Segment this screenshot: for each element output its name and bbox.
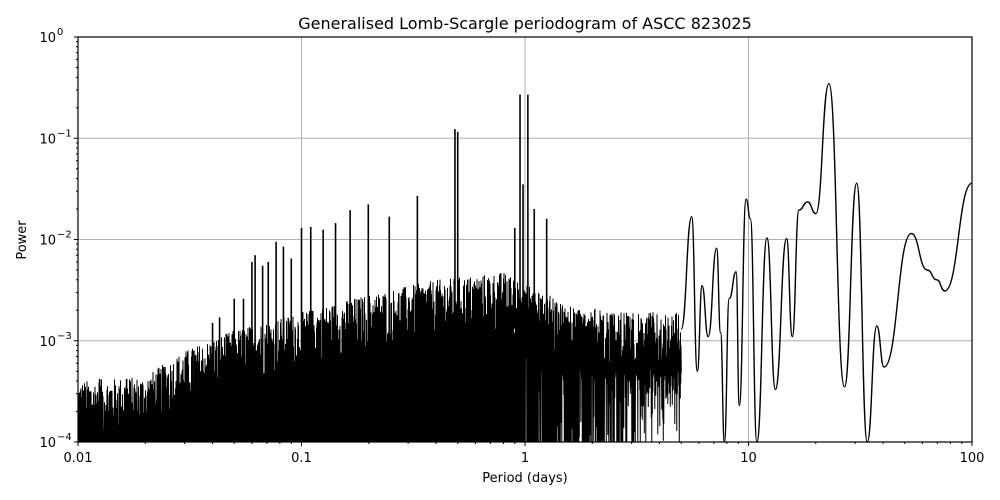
x-tick-label: 0.1 <box>291 451 312 466</box>
y-tick-exponent: −4 <box>57 432 72 443</box>
y-axis-label: Power <box>15 220 30 260</box>
y-tick-exponent: −2 <box>57 230 72 241</box>
y-tick-exponent: −1 <box>57 128 72 139</box>
x-tick-label: 100 <box>960 451 985 466</box>
y-tick-label: 10 <box>39 234 56 249</box>
periodogram-line <box>77 82 973 443</box>
x-tick-label: 0.01 <box>64 451 93 466</box>
x-tick-label: 10 <box>740 451 757 466</box>
y-tick-exponent: −3 <box>57 331 72 342</box>
chart-title: Generalised Lomb-Scargle periodogram of … <box>298 14 752 33</box>
x-axis-ticks: 0.01 0.1 1 10 100 <box>64 442 985 466</box>
y-tick-label: 10 <box>39 436 56 451</box>
y-tick-label: 10 <box>39 335 56 350</box>
y-tick-label: 10 <box>39 132 56 147</box>
x-tick-label: 1 <box>521 451 529 466</box>
y-tick-exponent: 0 <box>57 27 63 38</box>
y-tick-label: 10 <box>39 31 56 46</box>
x-axis-label: Period (days) <box>482 471 568 486</box>
